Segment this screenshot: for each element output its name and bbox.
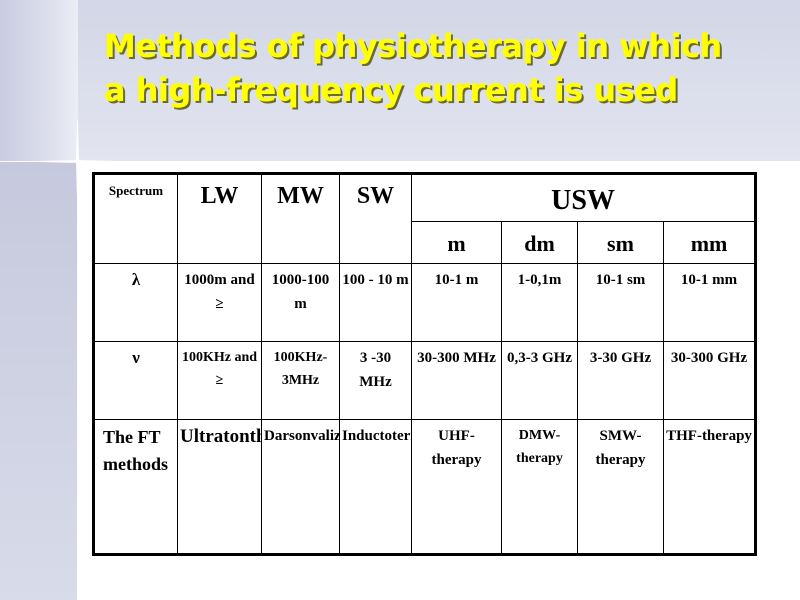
background-left-lower	[0, 162, 78, 600]
sparkle-vertical	[76, 122, 79, 200]
header-lw: LW	[177, 173, 262, 264]
header-spectrum: Spectrum	[93, 173, 178, 264]
cell-nu-mm: 30-300 GHz	[662, 341, 757, 420]
header-mw: MW	[261, 173, 340, 264]
cell-method-dm: DMW-therapy	[501, 419, 578, 555]
cell-method-mw: Darsonvalization	[261, 419, 340, 555]
header-usw-mm: mm	[662, 221, 757, 264]
cell-lambda-mw: 1000-100 m	[261, 263, 340, 342]
cell-nu-m: 30-300 MHz	[411, 341, 502, 420]
decorative-horizontal-line	[0, 161, 800, 162]
slide-title-line2: a high-frequency current is used	[104, 71, 678, 109]
cell-nu-dm: 0,3-3 GHz	[501, 341, 578, 420]
cell-nu-sm: 3-30 GHz	[577, 341, 664, 420]
cell-lambda-lw: 1000m and ≥	[177, 263, 262, 342]
cell-nu-lw: 100KHz and ≥	[177, 341, 262, 420]
physiotherapy-table: Spectrum LW MW SW USW m dm sm mm λ 1000m…	[92, 172, 758, 556]
cell-nu-mw: 100KHz-3MHz	[261, 341, 340, 420]
table-row-methods: The FT methods Ultratontherapy Darsonval…	[93, 419, 757, 555]
header-usw-dm: dm	[501, 221, 578, 264]
slide-title: Methods of physiotherapy in which a high…	[104, 24, 784, 112]
cell-lambda-mm: 10-1 mm	[662, 263, 757, 342]
header-usw-m: m	[411, 221, 502, 264]
row-label-ft-methods: The FT methods	[93, 419, 178, 555]
background-top-band	[0, 0, 800, 162]
slide-title-line1: Methods of physiotherapy in which	[104, 27, 722, 65]
cell-lambda-sw: 100 - 10 m	[339, 263, 412, 342]
cell-method-lw: Ultratontherapy	[177, 419, 262, 555]
cell-lambda-dm: 1-0,1m	[501, 263, 578, 342]
cell-method-sw: Inductotermia	[339, 419, 412, 555]
table-row-frequency: ν 100KHz and ≥ 100KHz-3MHz 3 -30 MHz 30-…	[93, 341, 757, 420]
header-usw-sm: sm	[577, 221, 664, 264]
decorative-vertical-line	[77, 120, 78, 600]
cell-method-m: UHF-therapy	[411, 419, 502, 555]
cell-method-mm: THF-therapy	[662, 419, 757, 555]
row-label-nu: ν	[93, 341, 178, 420]
table-row-wavelength: λ 1000m and ≥ 1000-100 m 100 - 10 m 10-1…	[93, 263, 757, 342]
header-sw: SW	[339, 173, 412, 264]
row-label-lambda: λ	[93, 263, 178, 342]
cell-lambda-m: 10-1 m	[411, 263, 502, 342]
cell-method-sm: SMW-therapy	[577, 419, 664, 555]
cell-nu-sw: 3 -30 MHz	[339, 341, 412, 420]
cell-lambda-sm: 10-1 sm	[577, 263, 664, 342]
header-usw: USW	[410, 173, 757, 222]
